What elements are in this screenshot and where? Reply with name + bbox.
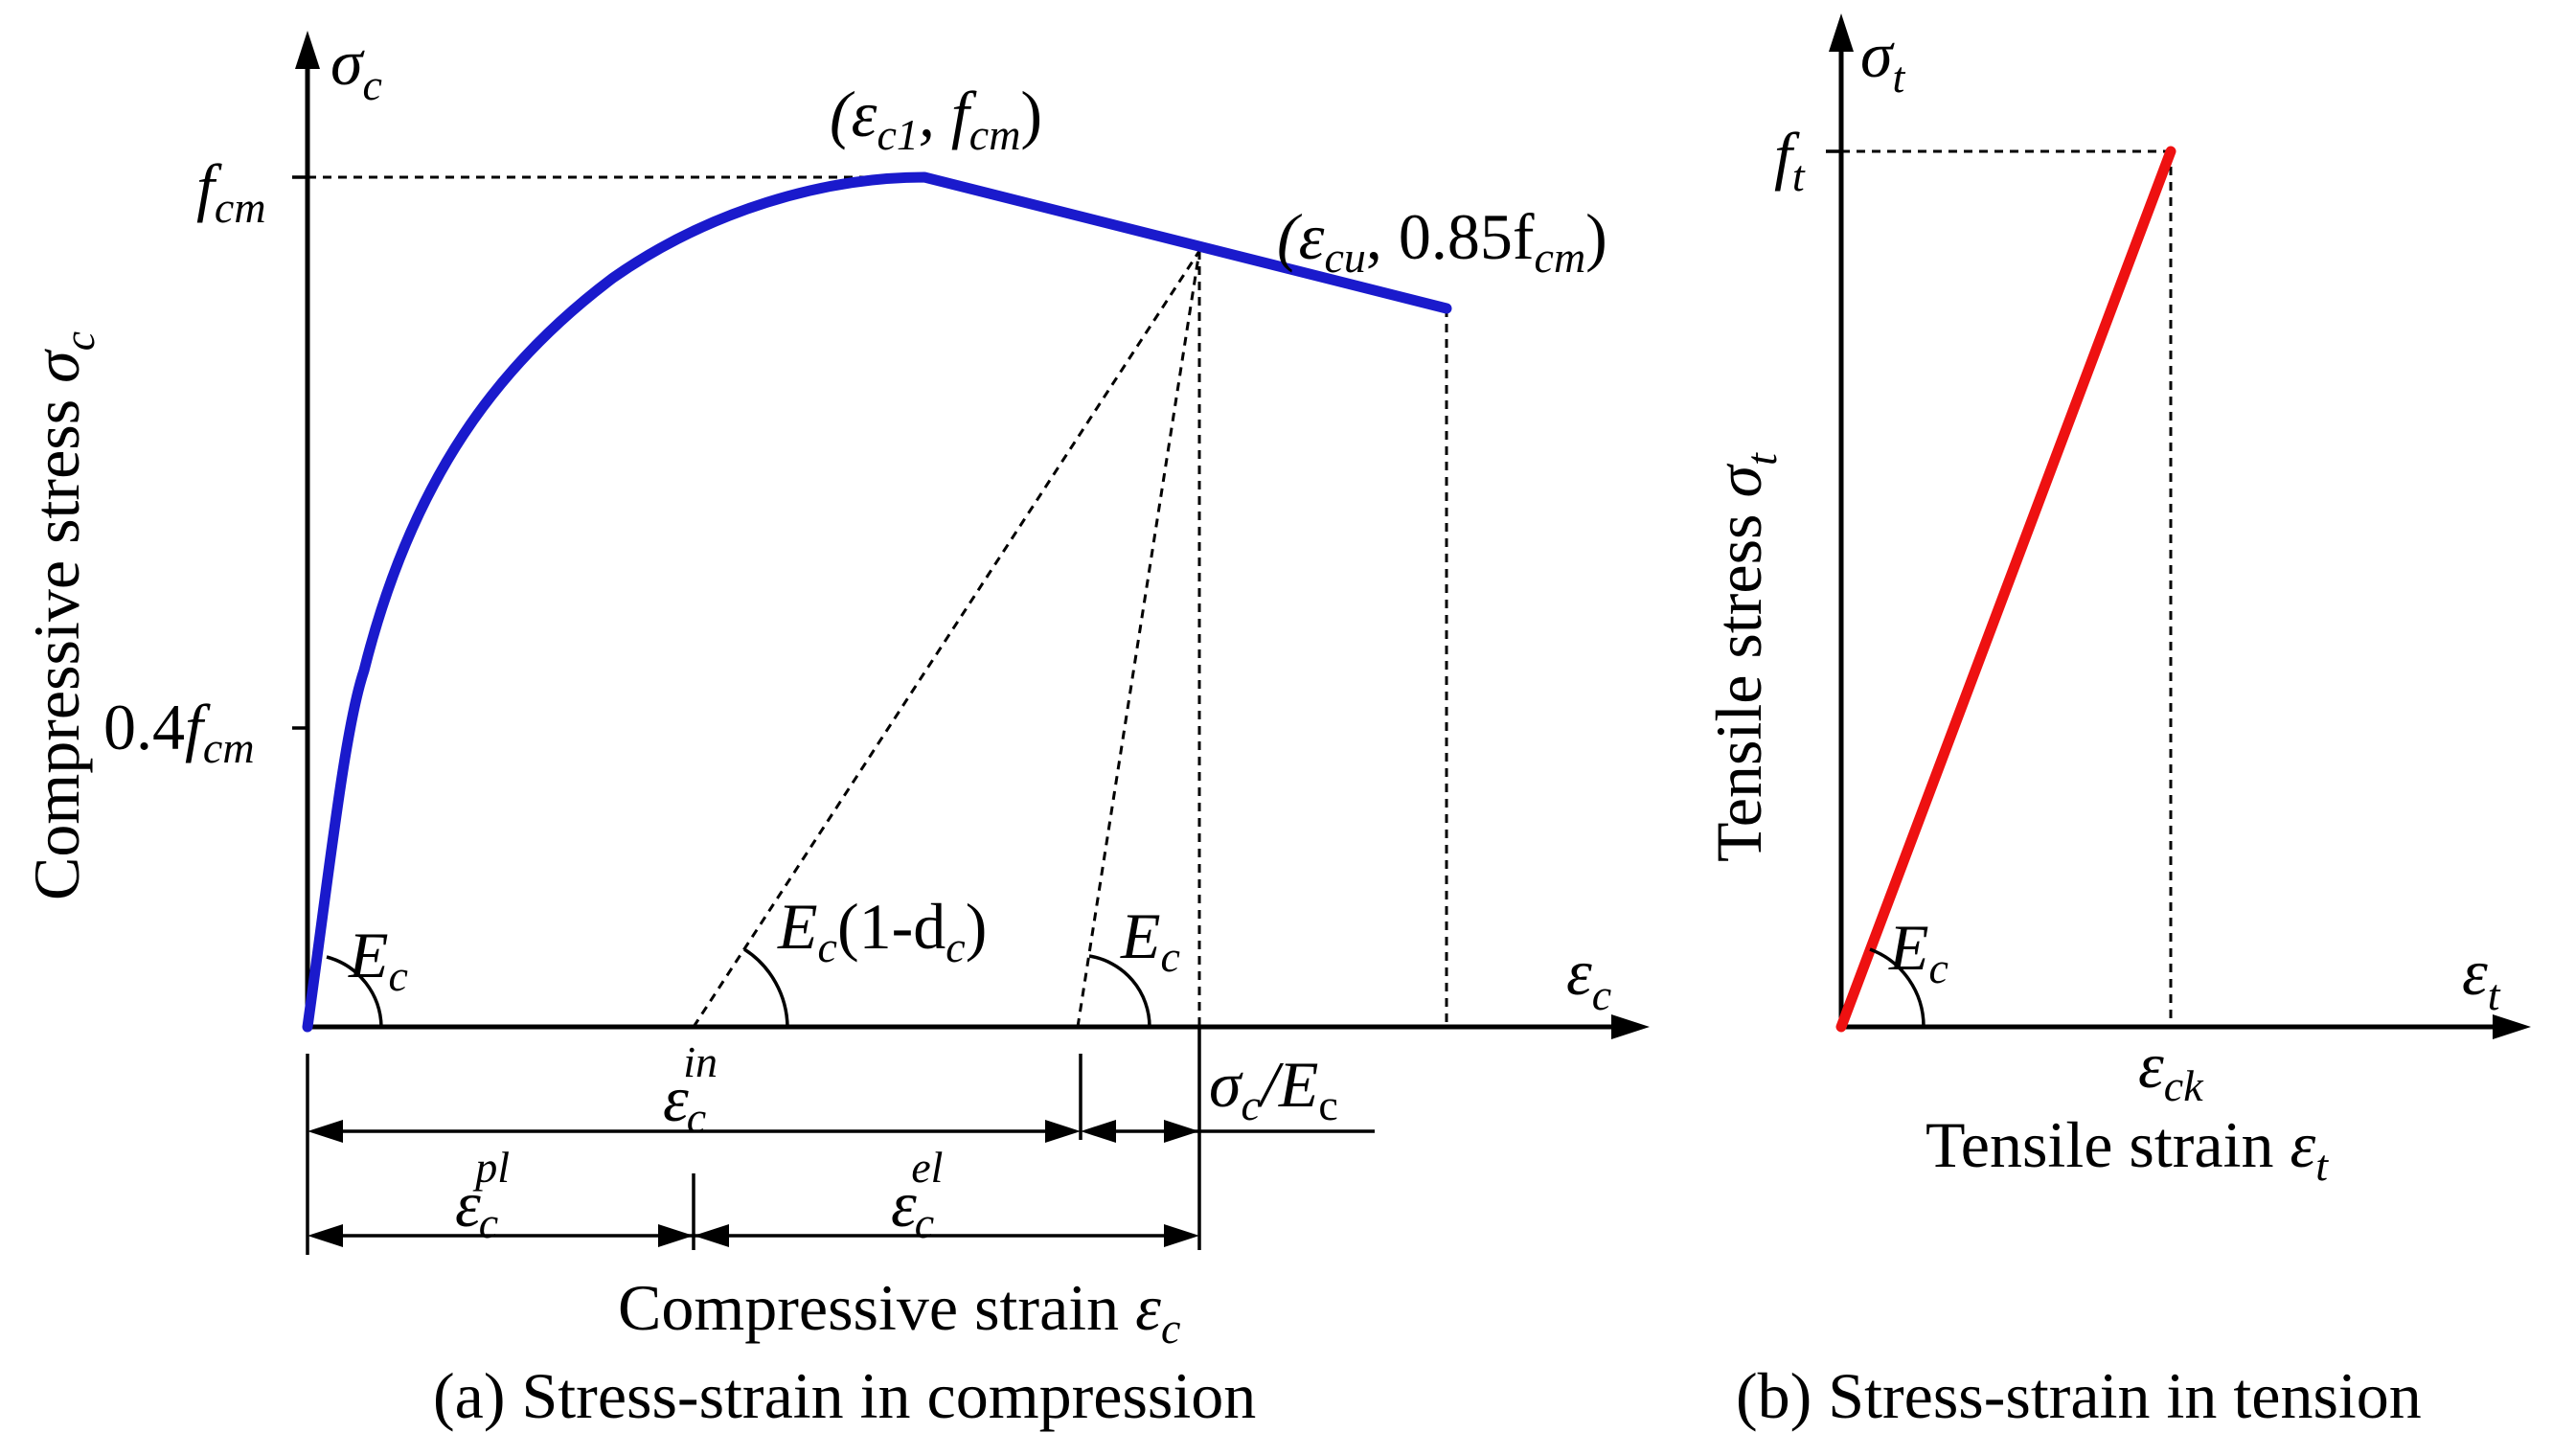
unload-modulus-arc — [1088, 954, 1151, 1028]
04fcm-tick-label: 0.4fcm — [103, 691, 255, 772]
ultimate-point-label: (εcu, 0.85fcm) — [1277, 200, 1607, 282]
peak-point-label: (εc1, fcm) — [830, 78, 1042, 159]
tension-x-symbol: εt — [2462, 936, 2501, 1019]
ratio-arrow-right — [1164, 1120, 1199, 1143]
damaged-modulus-unload-line — [692, 250, 1201, 1028]
compression-stress-strain-curve — [302, 171, 1452, 1033]
tension-y-symbol: σt — [1860, 18, 1906, 102]
compression-y-axis-label: Compressive stress σc — [20, 331, 103, 900]
damaged-modulus-arc — [743, 947, 789, 1028]
tension-caption: (b) Stress-strain in tension — [1736, 1359, 2422, 1432]
tension-stress-strain-line — [1835, 146, 2176, 1033]
strain-pl-label: εcpl — [455, 1143, 510, 1247]
strain-in-arrow-left — [308, 1120, 343, 1143]
strain-pl-arrow-right — [658, 1224, 694, 1247]
tension-modulus-label: Ec — [1888, 911, 1948, 992]
tension-y-axis-label: Tensile stress σt — [1702, 452, 1786, 862]
strain-in-arrow-right — [1045, 1120, 1081, 1143]
ratio-arrow-left — [1081, 1120, 1116, 1143]
damaged-modulus-label: Ec(1-dc) — [777, 890, 987, 971]
fcm-tick-label: fcm — [196, 150, 266, 232]
tension-panel: σt ft Tensile stress σt Ec εt εck Tensil… — [1702, 13, 2531, 1432]
tension-x-arrowhead — [2493, 1014, 2531, 1039]
ft-tick-label: ft — [1774, 119, 1806, 200]
compression-x-symbol: εc — [1566, 936, 1611, 1019]
elastic-unload-line — [1076, 250, 1201, 1028]
compression-y-symbol: σc — [330, 26, 382, 109]
compression-caption: (a) Stress-strain in compression — [433, 1359, 1256, 1432]
strain-pl-arrow-left — [308, 1224, 343, 1247]
origin-modulus-label: Ec — [348, 919, 408, 1000]
unload-modulus-label: Ec — [1120, 899, 1180, 981]
compression-y-arrowhead — [295, 31, 320, 69]
stress-over-modulus-label: σc/Ec — [1209, 1048, 1338, 1129]
strain-el-arrow-right — [1164, 1224, 1199, 1247]
eck-tick-label: εck — [2138, 1029, 2204, 1110]
strain-in-label: εcin — [663, 1037, 718, 1142]
compression-x-arrowhead — [1611, 1014, 1650, 1039]
compression-x-axis-label: Compressive strain εc — [618, 1271, 1180, 1353]
strain-el-label: εcel — [891, 1143, 943, 1247]
tension-x-axis-label: Tensile strain εt — [1926, 1108, 2329, 1190]
origin-modulus-arc — [326, 955, 383, 1028]
tension-y-arrowhead — [1829, 13, 1854, 52]
compression-panel: σc Compressive stress σc fcm 0.4fcm (εc1… — [20, 26, 1650, 1432]
tension-modulus-arc — [1869, 947, 1926, 1028]
strain-el-arrow-left — [694, 1224, 729, 1247]
